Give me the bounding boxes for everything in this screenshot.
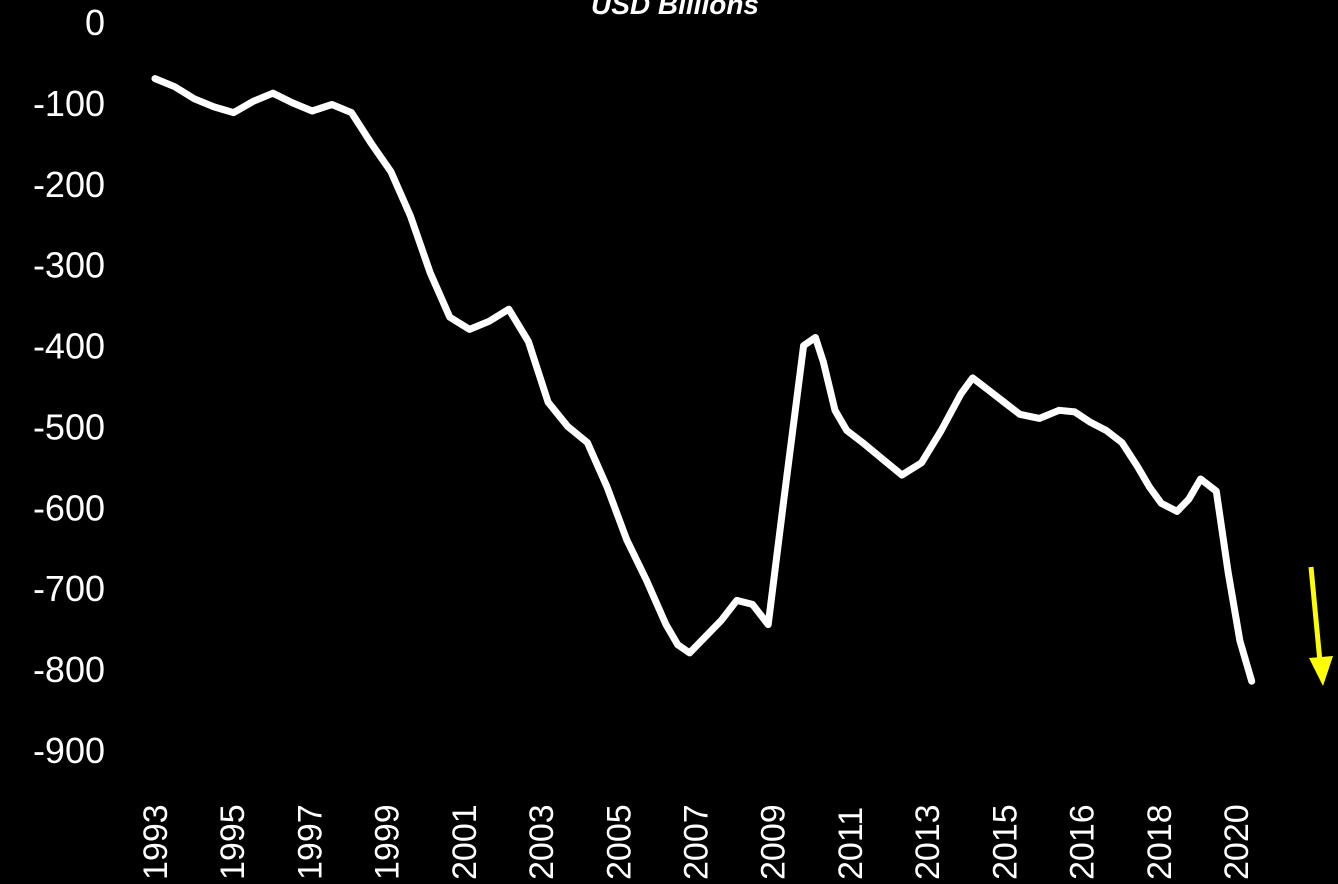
x-tick-label: 2003: [523, 804, 561, 880]
y-tick-label: -500: [33, 406, 105, 447]
y-tick-label: -700: [33, 568, 105, 609]
x-axis-ticks: 1993 1995 1997 1999 2001 2003 2005 2007 2009 2011…: [137, 804, 1256, 880]
y-tick-label: 0: [85, 2, 105, 43]
down-arrow-shaft: [1308, 566, 1323, 663]
x-tick-label: 2007: [678, 804, 716, 880]
x-tick-label: 2005: [600, 804, 638, 880]
y-tick-label: -900: [33, 730, 105, 771]
x-tick-label: 1993: [137, 804, 175, 880]
series-group: [151, 75, 1256, 685]
x-tick-label: 2011: [832, 807, 870, 880]
chart-title: USD Billions: [591, 0, 759, 20]
x-tick-label: 2013: [909, 804, 947, 880]
x-tick-label: 2015: [986, 804, 1024, 880]
down-arrow-head: [1309, 656, 1333, 686]
y-tick-label: -400: [33, 326, 105, 367]
series-line: [151, 75, 1256, 685]
y-tick-label: -300: [33, 245, 105, 286]
y-tick-label: -800: [33, 649, 105, 690]
y-tick-label: -600: [33, 487, 105, 528]
x-tick-label: 1995: [214, 804, 252, 880]
annotation-group: [1308, 566, 1333, 686]
y-tick-label: -200: [33, 164, 105, 205]
x-tick-label: 2016: [1064, 804, 1102, 880]
x-tick-label: 2009: [755, 804, 793, 880]
x-tick-label: 1999: [369, 804, 407, 880]
x-tick-label: 1997: [291, 804, 329, 880]
x-tick-label: 2018: [1141, 804, 1179, 880]
y-axis-ticks: 0 -100 -200 -300 -400 -500 -600 -700 -800 -900: [33, 2, 105, 771]
x-tick-label: 2001: [446, 804, 484, 880]
x-tick-label: 2020: [1218, 804, 1256, 880]
y-tick-label: -100: [33, 83, 105, 124]
